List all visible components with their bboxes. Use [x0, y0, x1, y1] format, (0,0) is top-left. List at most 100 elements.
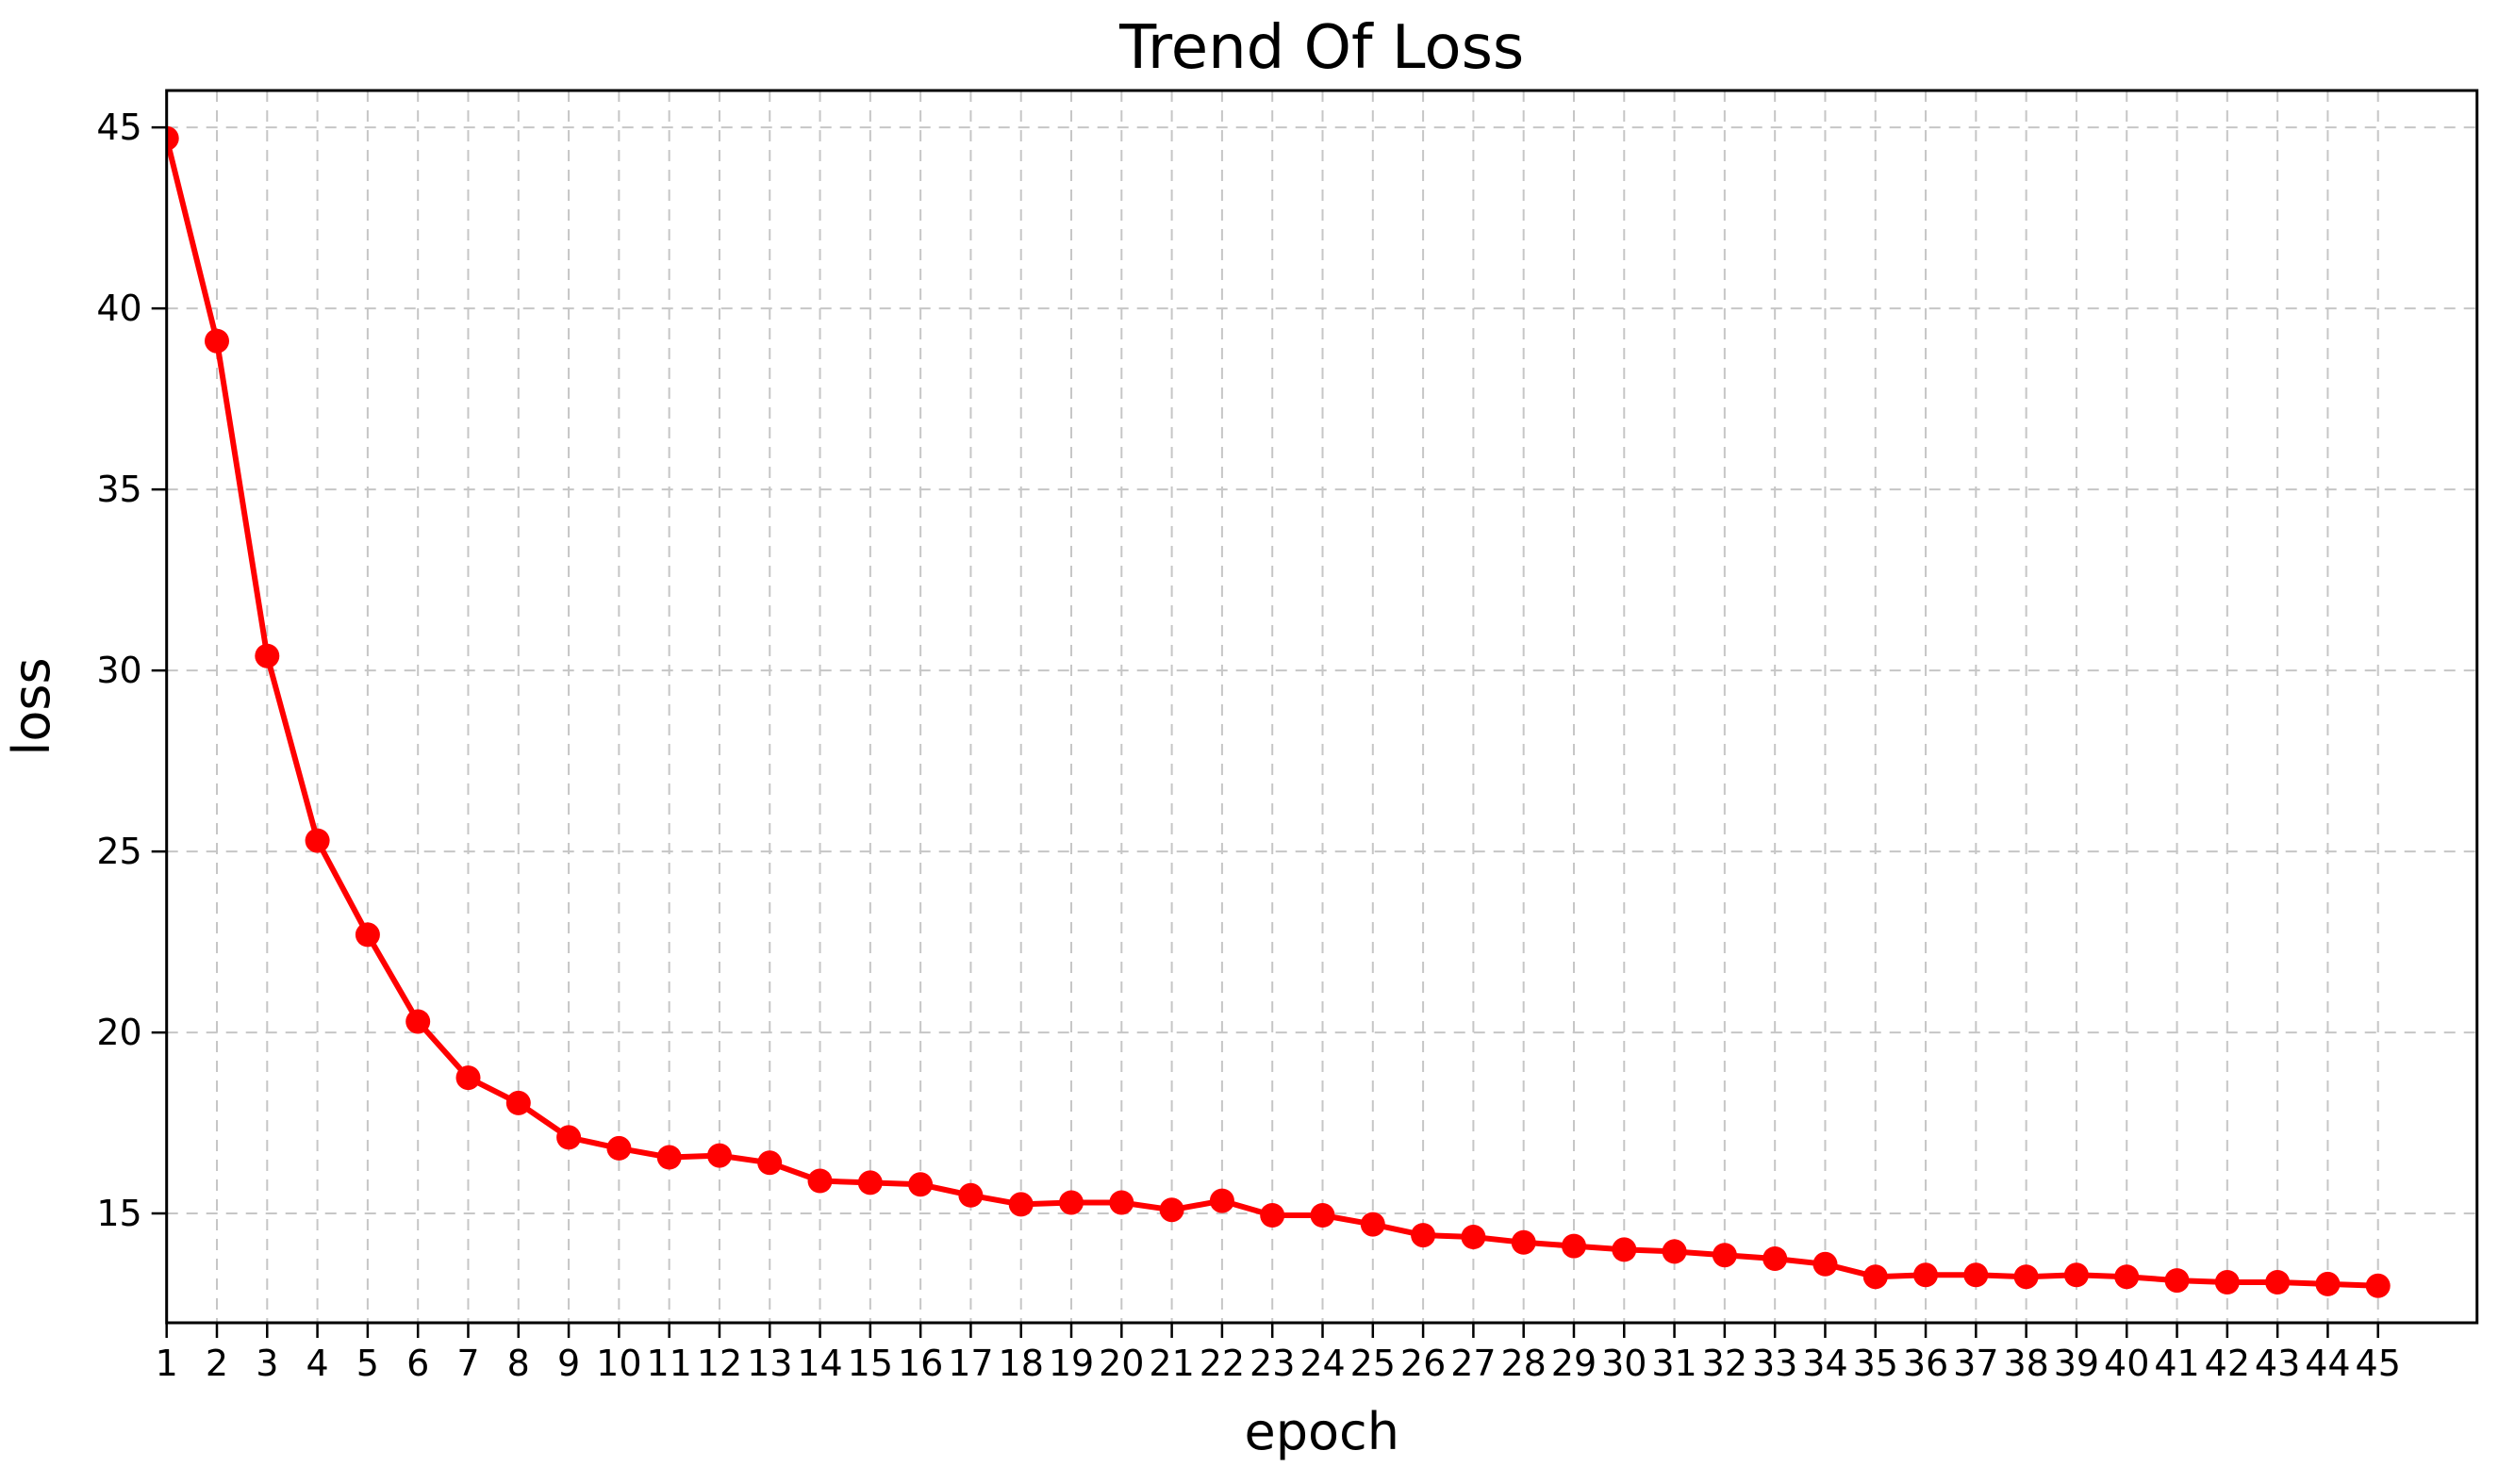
y-tick-label: 40	[96, 288, 141, 329]
data-point	[255, 643, 280, 668]
x-tick-label: 34	[1802, 1343, 1847, 1384]
data-point	[556, 1125, 582, 1150]
data-point	[2164, 1268, 2190, 1294]
y-tick-label: 45	[96, 107, 141, 148]
x-tick-label: 23	[1250, 1343, 1295, 1384]
x-tick-label: 36	[1903, 1343, 1948, 1384]
data-point	[505, 1090, 531, 1115]
x-tick-label: 25	[1350, 1343, 1396, 1384]
data-point	[1913, 1262, 1938, 1288]
data-point	[707, 1143, 732, 1168]
x-tick-label: 31	[1651, 1343, 1696, 1384]
x-tick-label: 1	[156, 1343, 178, 1384]
y-axis-label: loss	[2, 657, 61, 755]
x-tick-label: 10	[596, 1343, 641, 1384]
x-tick-label: 2	[206, 1343, 228, 1384]
x-tick-label: 37	[1953, 1343, 1998, 1384]
data-point	[455, 1065, 481, 1091]
plot-border	[165, 89, 2479, 1325]
x-tick-label: 32	[1702, 1343, 1747, 1384]
data-point	[1260, 1203, 1285, 1228]
y-tick-label: 30	[96, 650, 141, 691]
x-tick-label: 22	[1200, 1343, 1245, 1384]
x-tick-label: 29	[1551, 1343, 1597, 1384]
y-tick-label: 20	[96, 1012, 141, 1053]
x-tick-label: 35	[1853, 1343, 1898, 1384]
x-tick-label: 19	[1049, 1343, 1094, 1384]
data-point	[2365, 1273, 2391, 1298]
data-point	[807, 1168, 833, 1194]
x-tick-label: 24	[1299, 1343, 1345, 1384]
x-tick-label: 41	[2154, 1343, 2199, 1384]
data-point	[305, 828, 330, 853]
data-point	[908, 1172, 934, 1197]
data-point	[1562, 1233, 1586, 1259]
x-tick-label: 40	[2104, 1343, 2149, 1384]
data-point	[166, 125, 179, 151]
x-tick-labels: 1 2 3 4 5 6 7 8 9 10 11 12 13 14 15 16 17 18 19 20 21 22 23 24 2…	[156, 1343, 2401, 1384]
data-point	[2315, 1271, 2341, 1296]
x-tick-label: 30	[1601, 1343, 1647, 1384]
data-point	[757, 1150, 783, 1176]
data-point	[205, 328, 229, 354]
x-tick-label: 8	[507, 1343, 530, 1384]
y-tick-label: 25	[96, 831, 141, 872]
data-point	[1862, 1264, 1888, 1290]
x-tick-label: 44	[2305, 1343, 2350, 1384]
x-tick-label: 21	[1149, 1343, 1194, 1384]
data-point	[2114, 1264, 2140, 1290]
x-tick-label: 7	[456, 1343, 479, 1384]
x-tick-label: 28	[1501, 1343, 1547, 1384]
x-tick-label: 4	[306, 1343, 328, 1384]
data-point	[857, 1170, 883, 1195]
data-point	[1159, 1197, 1184, 1223]
x-tick-label: 9	[557, 1343, 580, 1384]
data-point	[1109, 1190, 1134, 1215]
x-tick-label: 27	[1450, 1343, 1496, 1384]
x-tick-label: 43	[2255, 1343, 2300, 1384]
chart-title: Trend Of Loss	[1118, 13, 1524, 83]
data-point	[1511, 1229, 1536, 1255]
x-axis-label: epoch	[1244, 1402, 1398, 1461]
data-point	[2214, 1270, 2240, 1294]
x-tick-label: 45	[2356, 1343, 2401, 1384]
x-tick-label: 3	[256, 1343, 278, 1384]
data-point	[1963, 1262, 1989, 1288]
data-point	[1209, 1188, 1234, 1213]
data-point	[1461, 1225, 1486, 1249]
data-point	[1812, 1251, 1838, 1277]
data-point	[1763, 1246, 1788, 1271]
x-tick-label: 5	[356, 1343, 379, 1384]
x-tick-label: 13	[747, 1343, 792, 1384]
data-point	[1310, 1203, 1335, 1228]
y-tick-labels: 15 20 25 30 35 40 45	[96, 107, 141, 1234]
y-tick-label: 35	[96, 469, 141, 510]
data-point	[355, 922, 380, 948]
x-tick-label: 11	[646, 1343, 691, 1384]
x-tick-label: 12	[697, 1343, 742, 1384]
x-tick-label: 17	[948, 1343, 993, 1384]
x-tick-label: 14	[797, 1343, 842, 1384]
data-point	[405, 1009, 431, 1034]
data-point	[656, 1145, 682, 1170]
data-point	[1662, 1239, 1687, 1264]
data-point	[1360, 1212, 1385, 1237]
data-point	[2265, 1270, 2291, 1294]
data-point	[2063, 1262, 2089, 1288]
axis-ticks	[151, 125, 2379, 1338]
data-point	[1411, 1223, 1436, 1248]
x-tick-label: 15	[848, 1343, 893, 1384]
data-point	[1712, 1243, 1737, 1268]
data-point	[606, 1135, 632, 1161]
data-point	[1612, 1237, 1637, 1262]
x-tick-label: 20	[1099, 1343, 1144, 1384]
x-tick-label: 16	[898, 1343, 943, 1384]
data-point	[958, 1182, 984, 1208]
data-point	[1059, 1190, 1084, 1215]
x-tick-label: 39	[2054, 1343, 2099, 1384]
x-tick-label: 42	[2205, 1343, 2250, 1384]
x-tick-label: 38	[2003, 1343, 2048, 1384]
grid	[165, 91, 2477, 1323]
